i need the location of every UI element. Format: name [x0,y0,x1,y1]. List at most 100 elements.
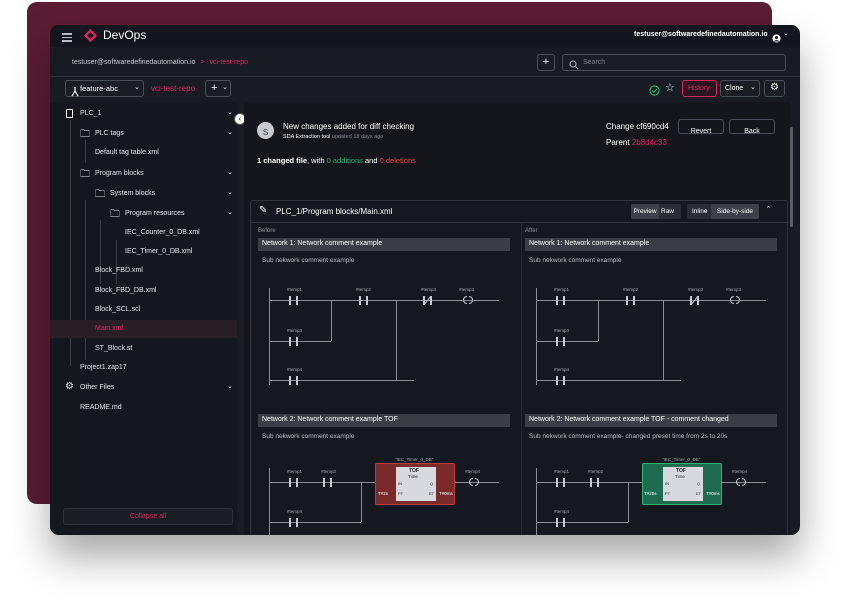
contact-temp4-branch[interactable] [289,518,298,527]
diff-summary: 1 changed file, with 0 additions and 0 d… [257,156,416,165]
add-button[interactable]: + [537,54,555,71]
contact-temp2[interactable] [590,478,599,487]
folder-icon: 🗀 [80,129,90,140]
tag-label: #temp1 [554,469,570,474]
history-button[interactable]: History [682,80,717,97]
star-icon[interactable]: ☆ [665,82,675,94]
coil-temp3[interactable] [463,296,473,304]
change-id: Change cf690cd4 [606,122,669,131]
contact-temp4-branch[interactable] [289,376,298,385]
sidebar-item-label: PLC tags [95,130,124,137]
tag-label: #temp3 [287,328,303,333]
collapse-all-label: Collapse all [129,513,167,520]
main-scrollbar[interactable] [790,127,793,227]
sidebar-item-project-zap[interactable]: Project1.zap17 [80,364,127,371]
tag-label: #temp4 [732,469,748,474]
sidebar-item-plc1[interactable]: PLC_1 ⌄ [50,106,237,121]
sidebar-item-system-blocks[interactable]: 🗀 System blocks ⌄ [50,186,237,201]
coil-temp3[interactable] [730,296,740,304]
branch-label: feature-abc [80,84,118,93]
branch-icon [71,84,79,102]
chevron-down-icon: ⌄ [227,383,233,390]
sidebar-item-plc-tags[interactable]: 🗀 PLC tags ⌄ [50,126,237,141]
repo-name[interactable]: vci-test-repo [151,84,196,93]
diff-column-divider [521,223,522,535]
contact-temp2[interactable] [359,296,368,305]
sidebar-item-label: PLC_1 [80,110,102,117]
collapse-all-button[interactable]: Collapse all [63,508,233,525]
contact-temp1[interactable] [556,296,565,305]
contact-temp3-negated[interactable] [690,296,699,305]
sidebar-item-main-selected[interactable]: Main.xml [50,320,237,338]
sidebar-item-readme[interactable]: README.md [80,404,122,411]
contact-temp2[interactable] [323,478,332,487]
sidebar-item-block-fbd[interactable]: Block_FBD.xml [95,267,143,274]
chevron-up-icon[interactable]: ˆ [767,205,770,215]
coil-temp4[interactable] [469,478,479,486]
pencil-icon[interactable]: ✎ [259,205,268,216]
breadcrumb: testuser@softwaredefinedautomation.io > … [72,59,248,66]
contact-temp3-branch[interactable] [289,337,298,346]
contact-temp1[interactable] [289,478,298,487]
tof-block-changed-before[interactable]: TOF Time IN Q PT ET T#2s T#0ms [375,463,455,505]
sidebar-item-default-tag-table[interactable]: Default tag table.xml [95,149,159,156]
back-button[interactable]: Back [729,119,775,135]
sidebar-item-other-files[interactable]: ⚙ Other Files ⌄ [50,380,237,395]
chevron-down-icon: ⌄ [227,169,233,176]
parent-info: Parent 2b8d4c33 [606,138,667,147]
sidebar-item-program-resources[interactable]: 🗀 Program resources ⌄ [50,206,237,221]
tof-et-value: T#0ms [706,491,720,496]
network-1-comment: Sub nekwork comment example [262,257,355,264]
sidebar-collapse-toggle[interactable]: ‹ [234,113,246,125]
breadcrumb-user[interactable]: testuser@softwaredefinedautomation.io [72,59,196,66]
search-input[interactable] [562,54,786,71]
network-2-comment: Sub nekwork comment example [262,433,355,440]
commit-author[interactable]: SDA Extraction tool [283,134,331,140]
sidebar-item-program-blocks[interactable]: 🗀 Program blocks ⌄ [50,166,237,181]
coil-temp4[interactable] [736,478,746,486]
chevron-down-icon: ⌄ [227,209,233,216]
contact-temp4-branch[interactable] [556,376,565,385]
revert-button[interactable]: Revert [678,119,724,135]
user-email[interactable]: testuser@softwaredefinedautomation.io [634,31,768,38]
network-2-title: Network 2: Network comment example TOF [262,416,398,423]
contact-temp1[interactable] [289,296,298,305]
contact-temp3-negated[interactable] [423,296,432,305]
breadcrumb-repo[interactable]: vci-test-repo [209,59,248,66]
tof-block-changed-after[interactable]: TOF Time IN Q PT ET T#20s T#0ms [642,463,722,505]
clone-button[interactable]: Clone ⌄ [720,80,760,97]
contact-temp3-branch[interactable] [556,337,565,346]
tof-q-pin: Q [697,481,701,486]
contact-temp1[interactable] [556,478,565,487]
avatar: S [257,122,274,139]
sidebar-item-iec-timer[interactable]: IEC_Timer_0_DB.xml [125,248,193,255]
new-item-button[interactable]: + ⌄ [205,80,231,97]
tag-label: #temp4 [554,509,570,514]
device-icon [66,109,73,118]
network-1-title: Network 1: Network comment example [262,240,383,247]
summary-additions: 0 additions [326,156,363,165]
sidebar-item-iec-counter[interactable]: IEC_Counter_0_DB.xml [125,229,200,236]
contact-temp2[interactable] [626,296,635,305]
raw-tab[interactable]: Raw [661,208,675,215]
user-icon[interactable] [772,30,781,48]
sidebar-item-block-fbd-db[interactable]: Block_FBD_DB.xml [95,287,157,294]
preview-tab[interactable]: Preview [631,204,659,219]
chevron-down-icon[interactable]: ⌄ [783,30,789,37]
summary-deletions: 0 deletions [379,156,416,165]
tof-label: TOF [676,468,686,474]
sidebar-item-st-block[interactable]: ST_Block.st [95,345,133,352]
settings-button[interactable]: ⚙ [764,80,785,97]
chevron-down-icon: ⌄ [222,84,228,91]
menu-icon[interactable] [62,31,72,44]
file-tree-sidebar: PLC_1 ⌄ 🗀 PLC tags ⌄ Default tag table.x… [50,102,237,535]
inline-tab[interactable]: Inline [692,208,708,215]
layout-toggle: Inline Side-by-side [687,204,759,219]
tof-in-pin: IN [398,481,402,486]
side-by-side-tab[interactable]: Side-by-side [711,204,759,219]
contact-temp4-branch[interactable] [556,518,565,527]
sidebar-item-block-scl[interactable]: Block_SCL.scl [95,306,141,313]
parent-hash[interactable]: 2b8d4c33 [631,138,667,147]
branch-selector[interactable]: feature-abc ⌄ [65,80,144,97]
view-mode-toggle: Preview Raw [631,204,681,219]
